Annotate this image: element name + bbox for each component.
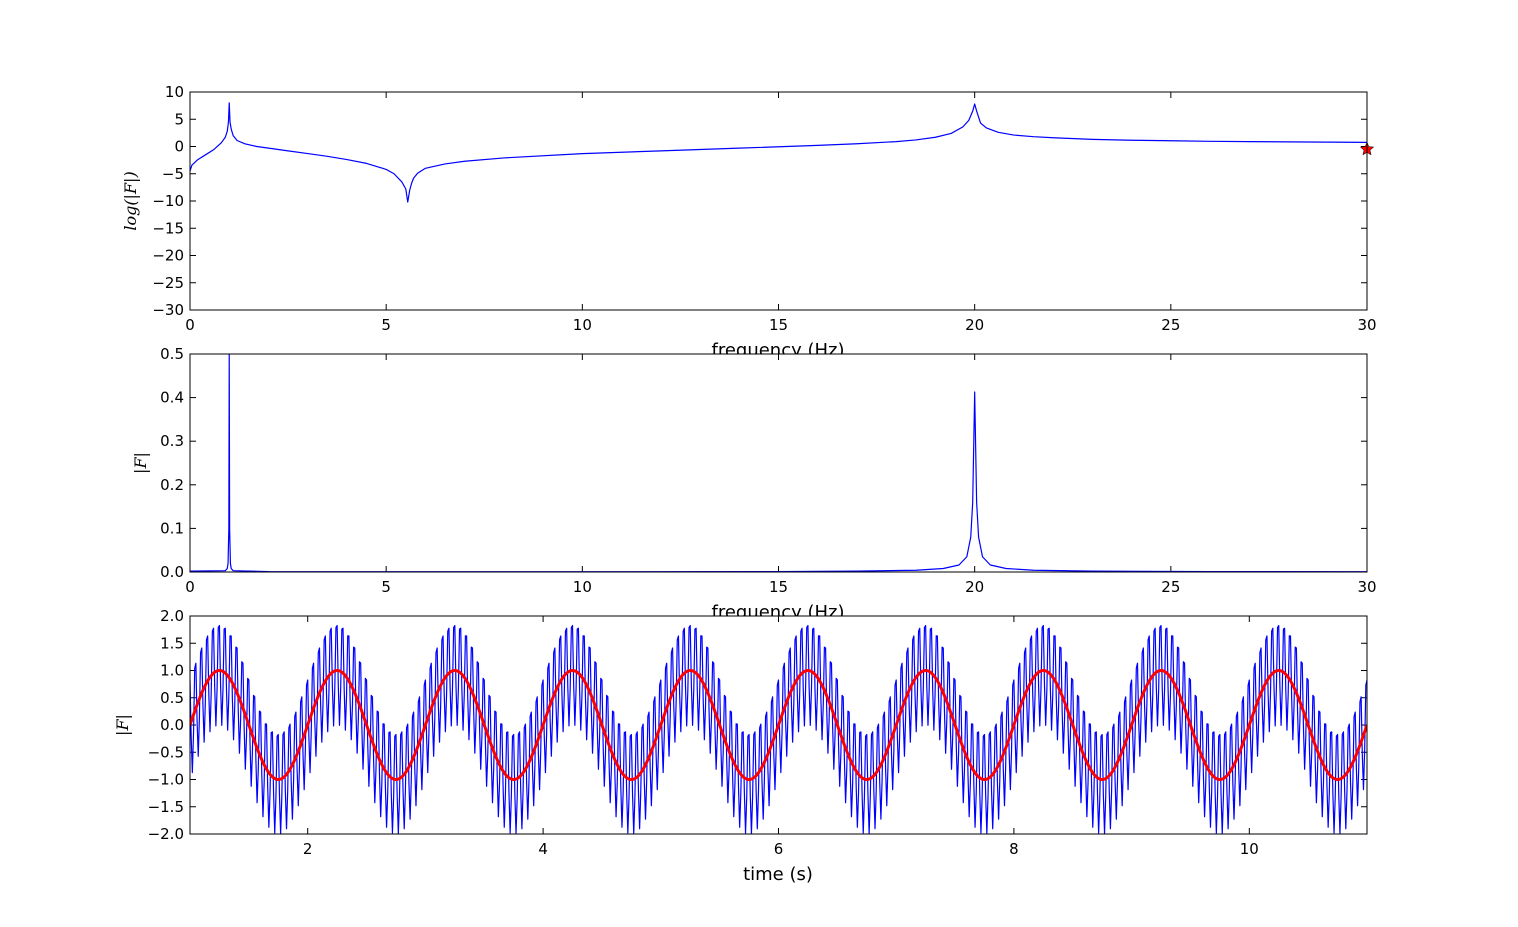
series-line-magnitude-spectrum-0 [190, 354, 1367, 572]
x-tick-label-magnitude-spectrum: 30 [1357, 578, 1376, 596]
y-tick-label-time-signal: 1.5 [160, 634, 184, 652]
y-tick-label-magnitude-spectrum: 0.1 [160, 519, 184, 537]
y-tick-label-log-spectrum: −30 [152, 301, 184, 319]
y-tick-label-time-signal: 0.5 [160, 689, 184, 707]
series-line-log-spectrum-0 [190, 102, 1367, 203]
x-tick-label-magnitude-spectrum: 15 [769, 578, 788, 596]
y-tick-label-magnitude-spectrum: 0.5 [160, 345, 184, 363]
y-tick-label-log-spectrum: −15 [152, 219, 184, 237]
y-tick-label-log-spectrum: 10 [165, 83, 184, 101]
x-tick-label-log-spectrum: 15 [769, 316, 788, 334]
x-tick-label-time-signal: 2 [303, 840, 313, 858]
y-tick-label-log-spectrum: −10 [152, 192, 184, 210]
y-axis-label-time-signal: |F| [113, 714, 132, 736]
y-axis-label-magnitude-spectrum: |F| [131, 452, 150, 474]
x-tick-label-magnitude-spectrum: 5 [381, 578, 391, 596]
x-tick-label-log-spectrum: 25 [1161, 316, 1180, 334]
x-axis-label-time-signal: time (s) [743, 864, 813, 885]
axes-frame-magnitude-spectrum [189, 353, 1368, 573]
x-tick-label-log-spectrum: 10 [573, 316, 592, 334]
y-tick-label-time-signal: 1.0 [160, 662, 184, 680]
plot-area-log-spectrum [190, 92, 1367, 310]
x-tick-label-magnitude-spectrum: 10 [573, 578, 592, 596]
y-tick-label-log-spectrum: −25 [152, 274, 184, 292]
x-tick-label-magnitude-spectrum: 20 [965, 578, 984, 596]
y-tick-label-magnitude-spectrum: 0.2 [160, 476, 184, 494]
y-tick-label-time-signal: −2.0 [148, 825, 184, 843]
y-tick-label-magnitude-spectrum: 0.0 [160, 563, 184, 581]
x-tick-label-magnitude-spectrum: 0 [185, 578, 195, 596]
x-tick-label-time-signal: 10 [1240, 840, 1259, 858]
y-tick-label-time-signal: 2.0 [160, 607, 184, 625]
x-tick-label-time-signal: 4 [538, 840, 548, 858]
panel-magnitude-spectrum: 0 5 10 15 20 25 30 0.50.40.30.20.10.0 frequenc… [131, 345, 1377, 623]
y-tick-label-log-spectrum: −5 [162, 165, 184, 183]
y-tick-label-time-signal: −1.0 [148, 771, 184, 789]
x-tick-label-time-signal: 6 [774, 840, 784, 858]
y-tick-label-time-signal: −0.5 [148, 743, 184, 761]
x-tick-label-log-spectrum: 0 [185, 316, 195, 334]
x-tick-label-log-spectrum: 5 [381, 316, 391, 334]
axes-frame-log-spectrum [189, 91, 1368, 311]
y-tick-label-log-spectrum: −20 [152, 247, 184, 265]
plot-area-magnitude-spectrum [190, 354, 1367, 572]
y-tick-label-log-spectrum: 0 [174, 138, 184, 156]
y-tick-label-time-signal: −1.5 [148, 798, 184, 816]
y-tick-label-time-signal: 0.0 [160, 716, 184, 734]
x-tick-label-log-spectrum: 30 [1357, 316, 1376, 334]
series-line-time-signal-1 [190, 669, 1367, 781]
x-tick-label-magnitude-spectrum: 25 [1161, 578, 1180, 596]
panel-time-signal: 2 4 6 8 10 2.0 1.5 1.0 0.5 0.0 −0.5 −1.0 −1.5 −2.0 t… [113, 607, 1368, 885]
y-tick-label-log-spectrum: 5 [174, 110, 184, 128]
axes-frame-time-signal [189, 615, 1368, 835]
y-tick-label-magnitude-spectrum: 0.4 [160, 389, 184, 407]
y-axis-label-log-spectrum: log(|F|) [121, 171, 140, 230]
x-tick-label-log-spectrum: 20 [965, 316, 984, 334]
y-tick-label-magnitude-spectrum: 0.3 [160, 432, 184, 450]
x-tick-label-time-signal: 8 [1009, 840, 1019, 858]
